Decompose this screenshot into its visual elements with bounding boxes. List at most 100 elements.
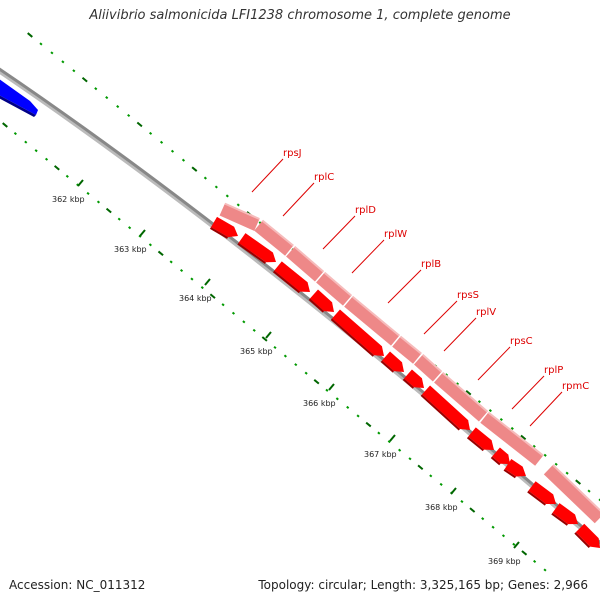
gene-leader-line bbox=[282, 182, 315, 217]
gene-label-rplv: rplV bbox=[476, 307, 496, 318]
outer-dot bbox=[455, 382, 460, 386]
operon-highlight bbox=[261, 219, 294, 247]
outer-dot bbox=[477, 400, 481, 404]
inner-dot bbox=[53, 165, 60, 171]
kbp-tick-mark bbox=[204, 278, 211, 286]
kbp-tick-mark bbox=[265, 331, 272, 339]
inner-dot bbox=[387, 440, 391, 444]
outer-dot bbox=[543, 453, 547, 457]
operon-segment bbox=[434, 372, 488, 422]
operon-segment bbox=[316, 272, 352, 306]
operon-highlight bbox=[552, 464, 600, 515]
cds-arrow-shadow bbox=[402, 378, 415, 389]
outer-dot bbox=[191, 166, 198, 172]
operon-segment bbox=[392, 336, 422, 364]
gene-leader-line bbox=[387, 269, 422, 304]
inner-dot bbox=[157, 250, 164, 257]
inner-dot bbox=[417, 464, 424, 471]
cds-arrow-shadow bbox=[330, 318, 375, 357]
gene-label-rplc: rplC bbox=[314, 172, 334, 183]
outer-dot bbox=[181, 158, 186, 162]
gene-labels: rpsJ rplC rplD rplW rplB rpsS rplV rpsC rplP rpmC bbox=[251, 148, 589, 427]
kbp-tick-label: 366 kbp bbox=[303, 399, 336, 408]
kbp-tick-label: 369 kbp bbox=[488, 557, 521, 566]
blue-feature bbox=[0, 79, 38, 115]
outer-dot bbox=[214, 185, 218, 189]
gene-leader-line bbox=[511, 375, 545, 410]
inner-dot bbox=[221, 303, 225, 307]
gene-label-rpsj: rpsJ bbox=[283, 148, 302, 159]
inner-dot bbox=[356, 414, 360, 418]
gene-label-rplb: rplB bbox=[421, 259, 441, 270]
outer-dot bbox=[520, 434, 527, 441]
inner-dot bbox=[335, 397, 339, 401]
cds-arrow bbox=[421, 385, 471, 431]
outer-dot bbox=[488, 409, 492, 413]
outer-dot bbox=[236, 203, 240, 207]
outer-dot bbox=[510, 426, 514, 430]
gene-label-rplp: rplP bbox=[544, 365, 563, 376]
inner-dot bbox=[200, 286, 204, 290]
operon-segment bbox=[286, 246, 324, 282]
outer-dot bbox=[149, 131, 153, 135]
outer-dot bbox=[136, 121, 143, 128]
outer-dot bbox=[587, 489, 591, 493]
cds-arrow bbox=[504, 459, 527, 477]
inner-dot bbox=[543, 568, 547, 572]
gene-leader-line bbox=[423, 300, 458, 335]
map-title: Aliivibrio salmonicida LFI1238 chromosom… bbox=[89, 8, 511, 23]
inner-dot bbox=[242, 320, 246, 324]
operon-highlight bbox=[422, 354, 443, 373]
inner-dot bbox=[346, 405, 350, 409]
kbp-tick-label: 364 kbp bbox=[179, 294, 212, 303]
inner-dot bbox=[294, 363, 298, 367]
kbp-tick-mark bbox=[513, 541, 520, 549]
inner-dot bbox=[304, 371, 308, 375]
kbp-tick-label: 367 kbp bbox=[364, 450, 397, 459]
inner-dot bbox=[261, 336, 268, 342]
inner-dot bbox=[501, 534, 506, 538]
cds-arrow-shadow bbox=[527, 490, 547, 506]
gene-leader-line bbox=[251, 158, 284, 193]
inner-dot bbox=[313, 379, 320, 385]
outer-dot bbox=[116, 105, 120, 109]
cds-arrow-shadow bbox=[420, 394, 461, 431]
kbp-tick-mark bbox=[77, 179, 84, 187]
operon-highlight bbox=[293, 245, 325, 273]
cds-arrow bbox=[404, 369, 425, 389]
cds-arrow-shadow bbox=[490, 456, 501, 466]
inner-dot bbox=[148, 243, 152, 247]
kbp-tick-label: 365 kbp bbox=[240, 347, 273, 356]
inner-dot bbox=[169, 260, 173, 264]
inner-dot bbox=[460, 500, 464, 504]
outer-dot bbox=[50, 51, 54, 55]
cds-arrow-shadow bbox=[503, 468, 517, 479]
inner-dot bbox=[491, 525, 495, 529]
inner-dot bbox=[190, 277, 194, 281]
cds-arrows bbox=[209, 216, 600, 548]
inner-dot bbox=[13, 132, 17, 136]
cds-arrow bbox=[492, 447, 510, 465]
outer-dot bbox=[465, 389, 472, 396]
inner-dot bbox=[209, 293, 216, 299]
tick-dots bbox=[2, 32, 600, 572]
operon-highlight bbox=[224, 202, 260, 220]
operon-highlight bbox=[441, 371, 489, 413]
inner-dot bbox=[283, 354, 287, 358]
outer-dot bbox=[72, 69, 76, 73]
kbp-tick-label: 362 kbp bbox=[52, 195, 85, 204]
backbone-shadow bbox=[0, 68, 600, 548]
inner-dot bbox=[365, 421, 372, 428]
outer-dot bbox=[159, 140, 164, 144]
operon-highlight bbox=[399, 335, 422, 355]
outer-dot bbox=[81, 77, 88, 83]
inner-dot bbox=[469, 507, 476, 513]
cds-arrow-shadow bbox=[380, 360, 395, 373]
operon-band bbox=[219, 202, 600, 524]
inner-dot bbox=[44, 157, 49, 161]
cds-arrow-shadow bbox=[209, 227, 229, 239]
kbp-tick-mark bbox=[450, 487, 457, 495]
gene-label-rpld: rplD bbox=[355, 205, 376, 216]
inner-dot bbox=[252, 328, 256, 332]
